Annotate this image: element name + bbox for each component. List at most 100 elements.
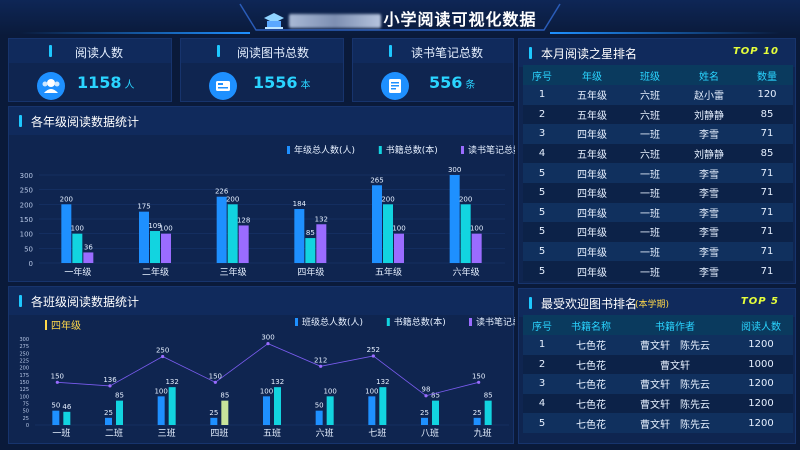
table-cell: 曹文轩 <box>621 354 729 375</box>
y-tick-label: 100 <box>20 231 33 239</box>
bar <box>52 410 60 425</box>
column-header: 数量 <box>741 65 793 85</box>
bar <box>72 233 83 263</box>
bar <box>238 225 249 263</box>
table-cell: 一班 <box>623 261 677 281</box>
table-cell: 71 <box>741 124 793 144</box>
stat-value: 556 条 <box>429 73 475 92</box>
line-point <box>213 380 217 384</box>
table-row[interactable]: 5 四年级 一班 李雪 71 <box>523 261 793 281</box>
data-label: 100 <box>159 225 172 233</box>
table-cell: 曹文轩 陈先云 <box>621 374 729 394</box>
y-tick-label: 250 <box>19 351 29 357</box>
table-cell: 一班 <box>623 222 677 242</box>
head-marker <box>389 45 392 57</box>
table-cell: 一班 <box>623 163 677 183</box>
y-tick-label: 200 <box>20 201 33 209</box>
notes-icon <box>381 72 409 100</box>
x-tick-label: 九班 <box>474 427 492 439</box>
book-card-icon <box>209 72 237 100</box>
table-header-row: 序号 书籍名称 书籍作者 阅读人数 <box>523 315 793 335</box>
table-row[interactable]: 4 五年级 六班 刘静静 85 <box>523 143 793 164</box>
bar <box>168 387 176 425</box>
bar <box>150 231 160 263</box>
stat-value: 1158 人 <box>77 73 135 92</box>
table-cell: 71 <box>741 163 793 183</box>
column-header: 年级 <box>561 65 623 85</box>
table-row[interactable]: 5 四年级 一班 李雪 71 <box>523 163 793 183</box>
legend-label: 年级总人数(人) <box>294 144 355 156</box>
table-cell: 五年级 <box>561 104 623 125</box>
table-cell: 4 <box>523 143 561 164</box>
table-cell: 5 <box>523 261 561 281</box>
grade-selector[interactable]: 四年级 <box>45 317 81 332</box>
table-cell: 1 <box>523 335 561 355</box>
table-cell: 七色花 <box>561 354 621 375</box>
bar <box>294 209 305 263</box>
table-cell: 李雪 <box>677 182 741 203</box>
bar <box>63 411 71 425</box>
bar <box>139 211 149 263</box>
table-cell: 李雪 <box>677 202 741 223</box>
y-tick-label: 225 <box>19 359 29 365</box>
top-badge: TOP 5 <box>740 296 779 307</box>
data-label: 150 <box>472 372 485 380</box>
table-cell: 曹文轩 陈先云 <box>621 393 729 414</box>
line-point <box>266 342 270 346</box>
table-cell: 四年级 <box>561 202 623 223</box>
table-row[interactable]: 3 七色花 曹文轩 陈先云 1200 <box>523 374 793 394</box>
page-title: 小学阅读可视化数据 <box>0 6 800 30</box>
stat-number: 556 <box>429 73 463 92</box>
head-marker <box>529 297 532 309</box>
table-cell: 曹文轩 陈先云 <box>621 413 729 433</box>
table-cell: 刘静静 <box>677 104 741 125</box>
table-row[interactable]: 2 七色花 曹文轩 1000 <box>523 354 793 375</box>
legend-swatch <box>386 318 390 326</box>
stat-card-head <box>353 39 513 63</box>
data-label: 50 <box>51 402 60 410</box>
legend-label: 班级总人数(人) <box>302 316 363 328</box>
table-row[interactable]: 5 四年级 一班 李雪 71 <box>523 241 793 262</box>
table-row[interactable]: 5 七色花 曹文轩 陈先云 1200 <box>523 413 793 433</box>
table-row[interactable]: 2 五年级 六班 刘静静 85 <box>523 104 793 125</box>
table-cell: 四年级 <box>561 182 623 203</box>
data-label: 36 <box>84 243 93 251</box>
x-tick-label: 六班 <box>316 427 334 439</box>
bar <box>421 417 428 425</box>
table-cell: 李雪 <box>677 261 741 281</box>
header-line-right <box>550 32 780 34</box>
table-row[interactable]: 3 四年级 一班 李雪 71 <box>523 124 793 144</box>
page-header: 小学阅读可视化数据 <box>0 0 800 36</box>
x-tick-label: 五年级 <box>375 266 402 278</box>
table-row[interactable]: 4 七色花 曹文轩 陈先云 1200 <box>523 393 793 414</box>
x-tick-label: 五班 <box>263 427 281 439</box>
table-cell: 四年级 <box>561 163 623 183</box>
table-cell: 赵小雷 <box>677 85 741 105</box>
column-header: 书籍名称 <box>561 315 621 335</box>
x-tick-label: 三年级 <box>220 266 247 278</box>
stat-card-notes: 读书笔记总数 556 条 <box>352 38 514 102</box>
table-cell: 71 <box>741 182 793 203</box>
table-cell: 七色花 <box>561 393 621 414</box>
table-row[interactable]: 5 四年级 一班 李雪 71 <box>523 182 793 203</box>
table-cell: 刘静静 <box>677 143 741 164</box>
bar <box>379 387 387 425</box>
table-cell: 2 <box>523 104 561 125</box>
book-ranking-table: 序号 书籍名称 书籍作者 阅读人数 1 七色花 曹文轩 陈先云 1200 2 七色花 曹文轩 100… <box>523 315 793 433</box>
table-cell: 1200 <box>729 374 793 394</box>
data-label: 100 <box>470 225 483 233</box>
y-tick-label: 150 <box>19 380 29 386</box>
table-row[interactable]: 1 五年级 六班 赵小雷 120 <box>523 85 793 105</box>
school-name-redacted <box>289 13 382 28</box>
x-tick-label: 三班 <box>158 427 176 439</box>
bar <box>473 417 481 425</box>
legend-label: 书籍总数(本) <box>394 316 446 328</box>
table-row[interactable]: 1 七色花 曹文轩 陈先云 1200 <box>523 335 793 355</box>
people-icon <box>37 72 65 100</box>
table-header-row: 序号 年级 班级 姓名 数量 <box>523 65 793 85</box>
x-tick-label: 四班 <box>210 427 228 439</box>
table-row[interactable]: 5 四年级 一班 李雪 71 <box>523 222 793 242</box>
table-row[interactable]: 5 四年级 一班 李雪 71 <box>523 202 793 223</box>
bar <box>221 400 229 425</box>
bar <box>157 396 165 425</box>
